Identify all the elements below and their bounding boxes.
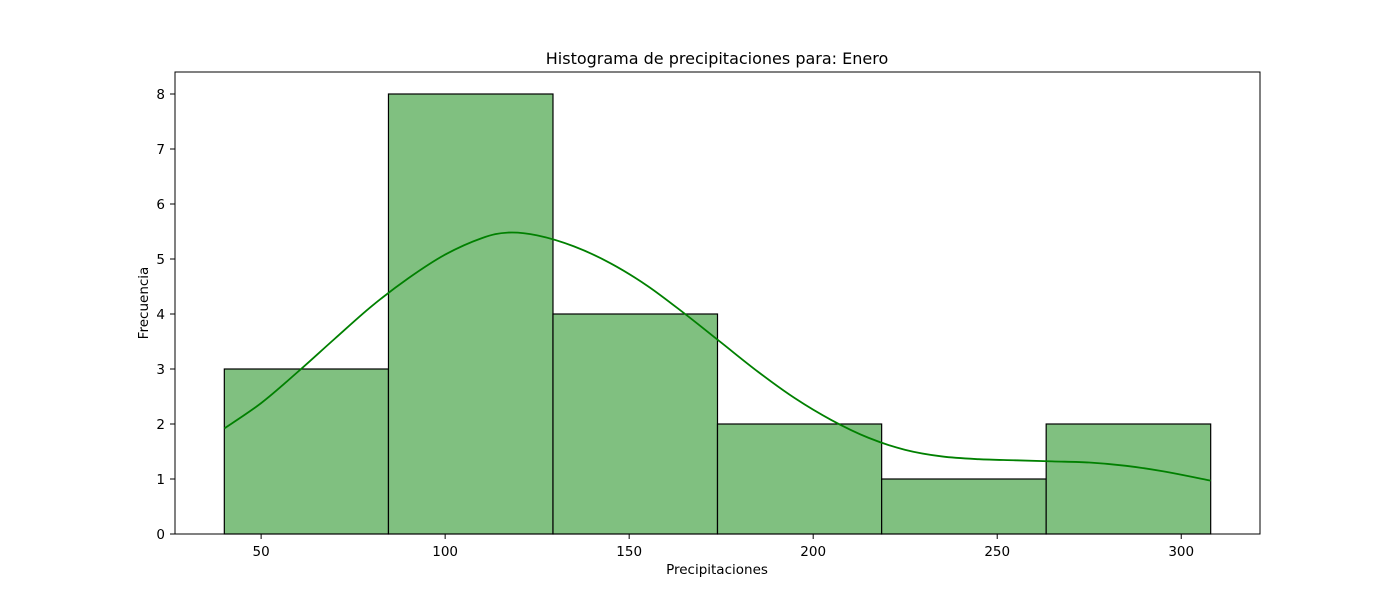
histogram-bar-3 [552, 313, 719, 535]
x-axis-label: Precipitaciones [666, 562, 768, 578]
x-tick-label: 250 [984, 544, 1010, 560]
y-tick-label: 1 [156, 472, 165, 488]
x-axis-ticks: 50 100 150 200 250 300 [253, 534, 1194, 560]
histogram-bar-4 [716, 423, 883, 535]
y-tick-label: 0 [156, 527, 165, 543]
kde-curve [223, 231, 1211, 482]
histogram-bar-2 [387, 93, 554, 535]
y-tick-label: 7 [156, 142, 165, 158]
y-tick-label: 5 [156, 252, 165, 268]
y-tick-label: 3 [156, 362, 165, 378]
y-axis-label: Frecuencia [136, 267, 152, 340]
x-tick-label: 150 [616, 544, 642, 560]
x-tick-label: 50 [253, 544, 270, 560]
chart-title: Histograma de precipitaciones para: Ener… [546, 49, 889, 68]
y-axis-ticks: 0 1 2 3 4 5 6 7 8 [156, 87, 175, 543]
kde-layer [223, 231, 1211, 482]
x-tick-label: 100 [432, 544, 458, 560]
y-tick-label: 8 [156, 87, 165, 103]
y-tick-label: 2 [156, 417, 165, 433]
plot-frame [174, 71, 1261, 535]
x-tick-label: 300 [1168, 544, 1194, 560]
y-tick-label: 6 [156, 197, 165, 213]
histogram-bar-1 [223, 368, 390, 535]
histogram-bar-5 [881, 478, 1047, 535]
y-tick-label: 4 [156, 307, 165, 323]
x-tick-label: 200 [800, 544, 826, 560]
histogram-bar-6 [1045, 423, 1212, 535]
bars-layer [223, 93, 1212, 535]
